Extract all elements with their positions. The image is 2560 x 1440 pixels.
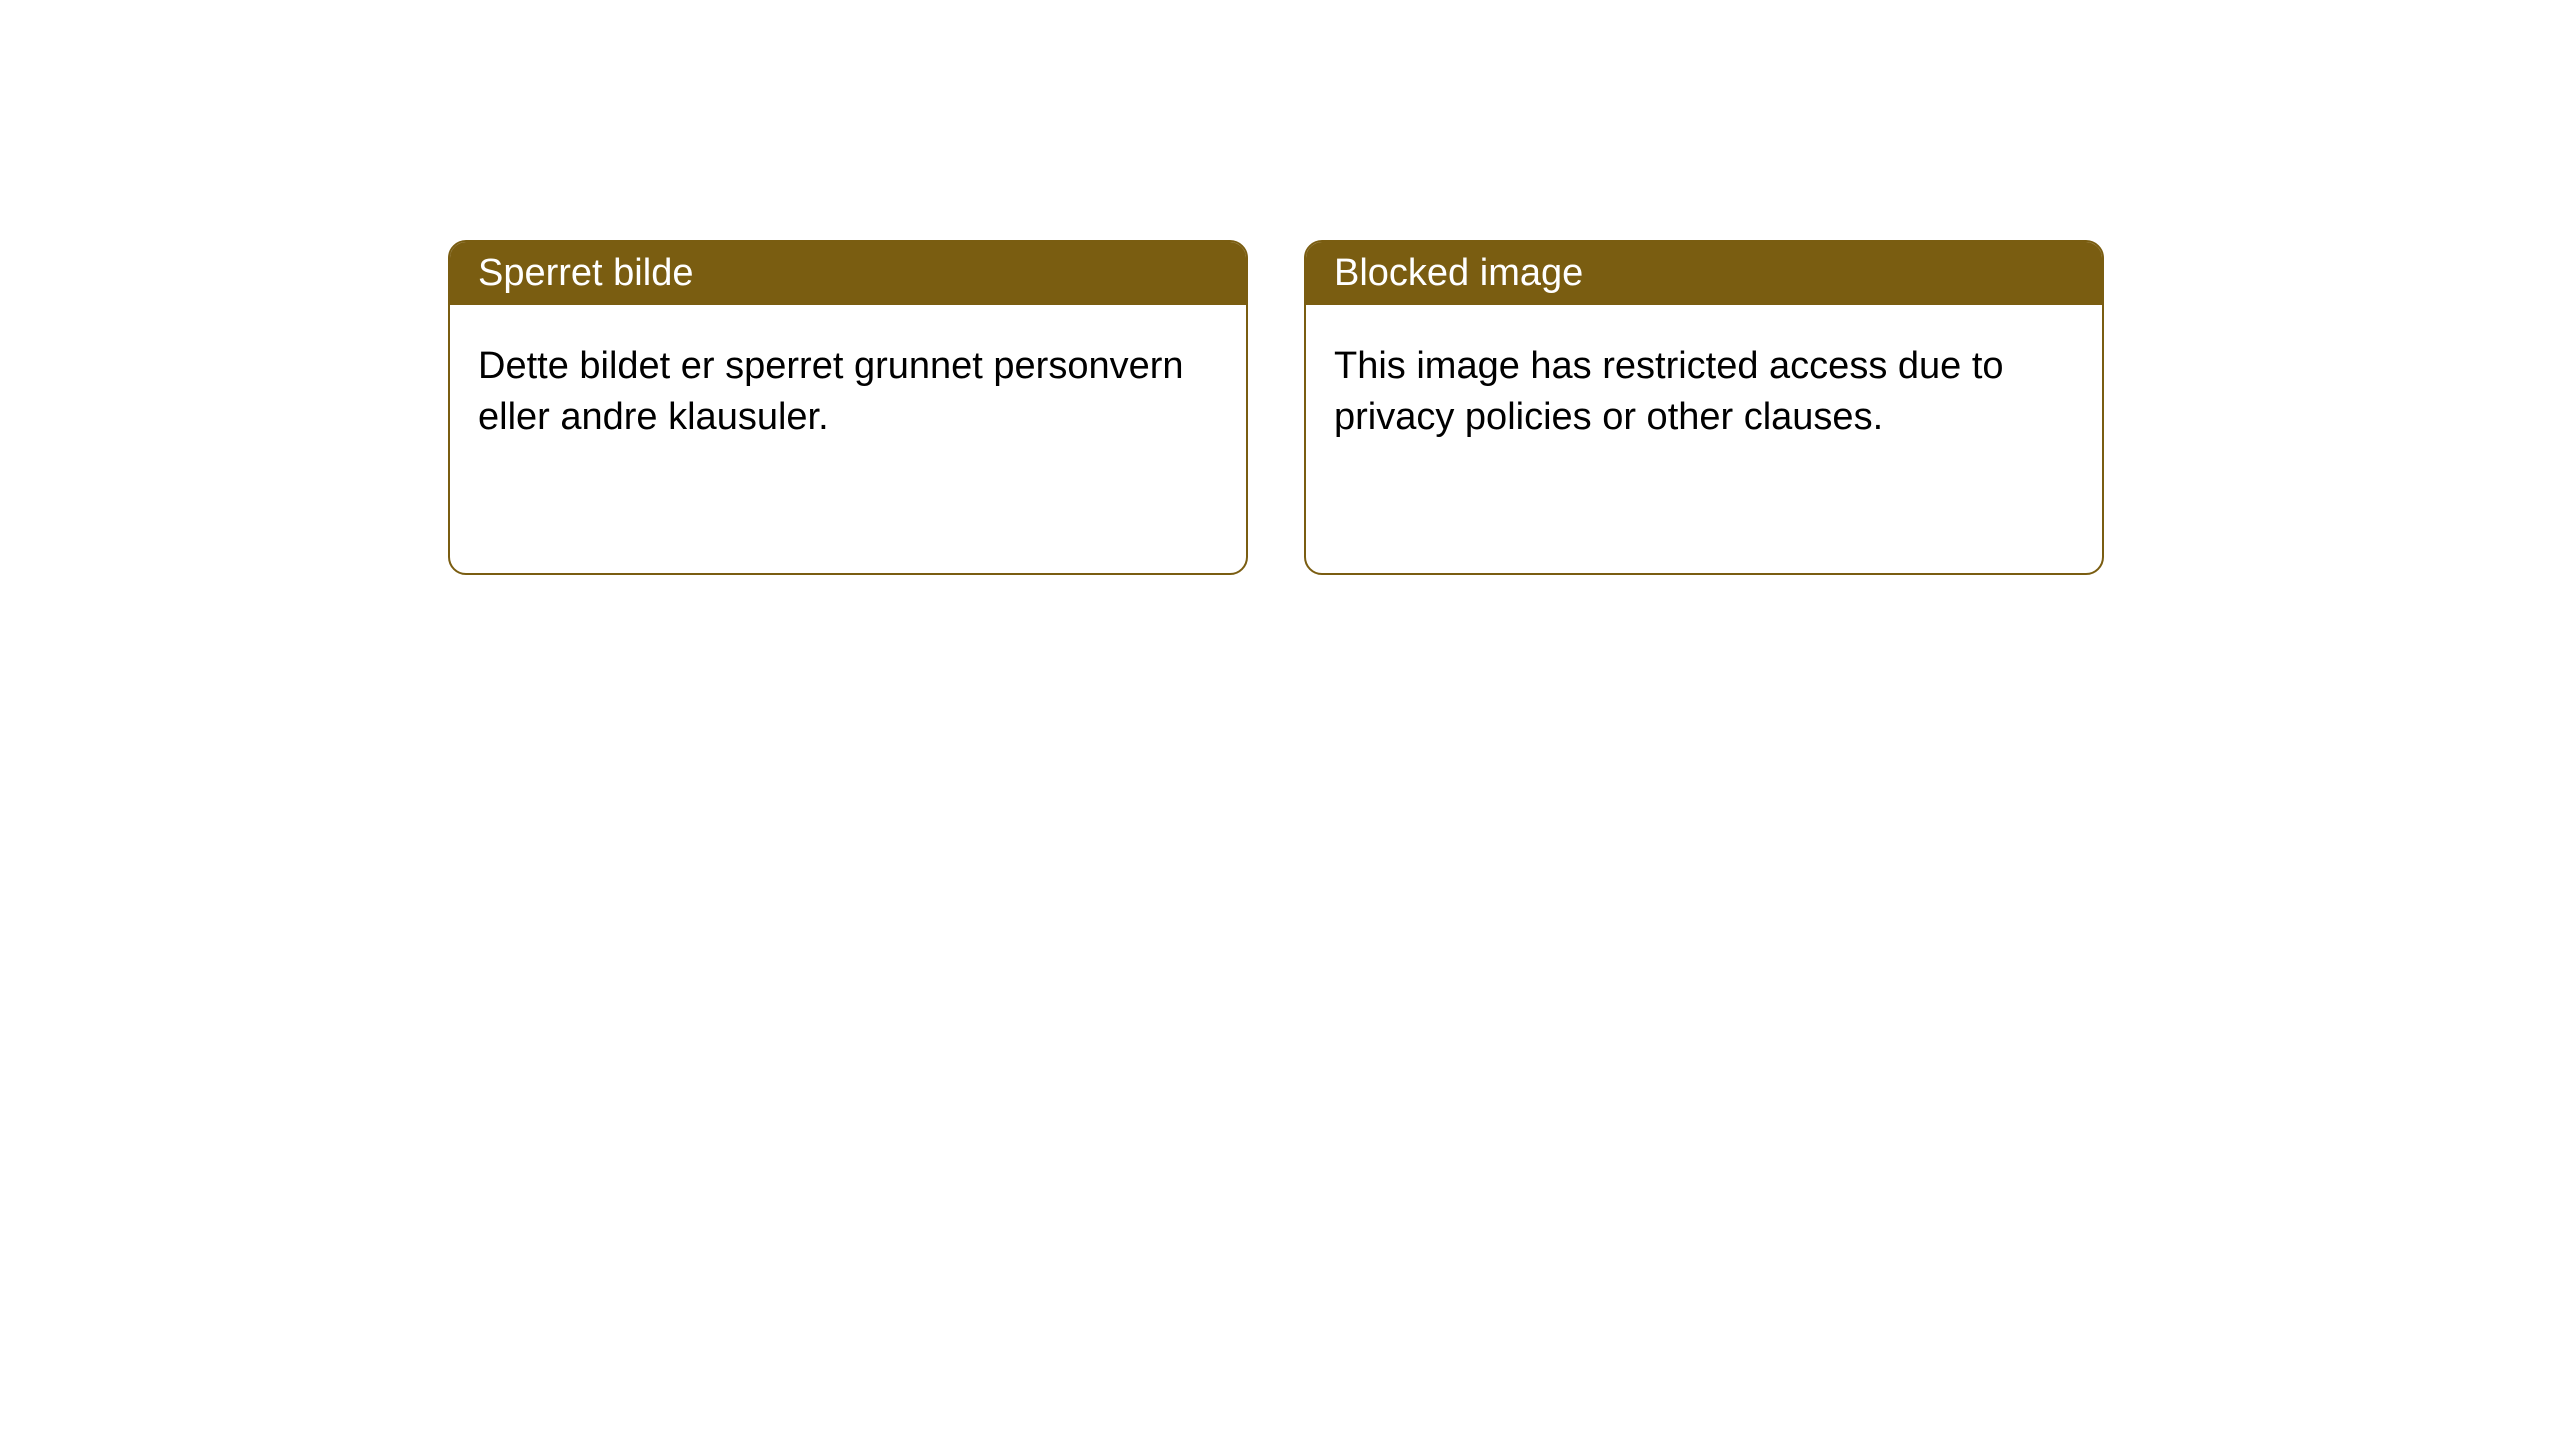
card-title: Sperret bilde [478,252,693,294]
card-container: Sperret bilde Dette bildet er sperret gr… [0,0,2560,575]
card-message: Dette bildet er sperret grunnet personve… [478,345,1184,438]
blocked-image-card-no: Sperret bilde Dette bildet er sperret gr… [448,240,1248,575]
card-body: This image has restricted access due to … [1306,305,2102,480]
blocked-image-card-en: Blocked image This image has restricted … [1304,240,2104,575]
card-header: Blocked image [1306,242,2102,305]
card-body: Dette bildet er sperret grunnet personve… [450,305,1246,480]
card-message: This image has restricted access due to … [1334,345,2004,438]
card-header: Sperret bilde [450,242,1246,305]
card-title: Blocked image [1334,252,1583,294]
